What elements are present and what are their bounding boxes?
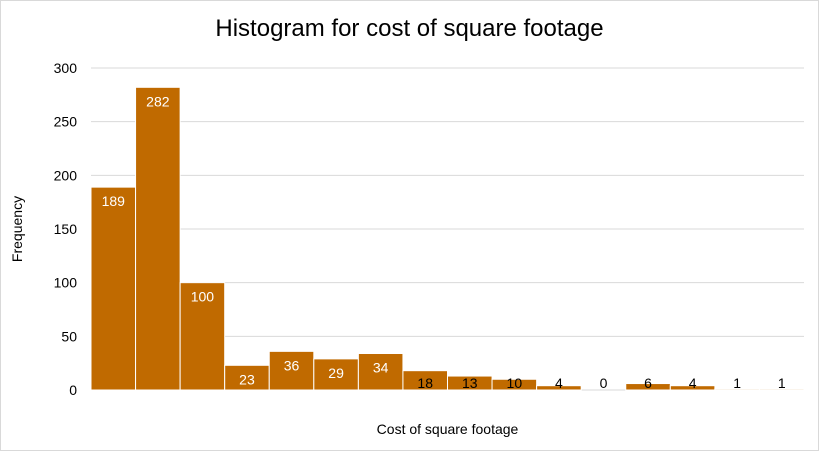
y-tick-label: 250 xyxy=(54,114,78,130)
histogram-bar xyxy=(90,186,137,391)
bar-data-label: 1 xyxy=(733,375,741,391)
bar-data-label: 36 xyxy=(284,357,300,373)
chart-title: Histogram for cost of square footage xyxy=(215,15,604,42)
bar-data-label: 100 xyxy=(191,289,215,305)
histogram-bar xyxy=(758,388,805,391)
bar-data-label: 1 xyxy=(778,375,786,391)
bar-data-label: 282 xyxy=(146,93,170,109)
histogram-bar xyxy=(536,385,582,391)
bar-data-label: 4 xyxy=(689,375,697,391)
histogram-bar xyxy=(669,385,716,391)
y-tick-label: 100 xyxy=(54,275,78,291)
y-tick-label: 200 xyxy=(54,167,78,183)
histogram-bar xyxy=(491,378,538,391)
y-tick-label: 0 xyxy=(69,382,77,398)
bar-data-label: 34 xyxy=(373,360,389,376)
histogram-bar xyxy=(179,282,226,391)
bar-data-label: 6 xyxy=(644,375,652,391)
y-tick-label: 150 xyxy=(54,221,78,237)
histogram-bar xyxy=(135,86,181,391)
histogram-bar xyxy=(313,358,359,391)
y-tick-label: 300 xyxy=(54,60,78,76)
bar-data-label: 0 xyxy=(600,375,608,391)
bar-data-label: 10 xyxy=(507,375,523,391)
bar-data-label: 189 xyxy=(102,193,126,209)
bar-data-label: 18 xyxy=(417,375,433,391)
bar-data-label: 29 xyxy=(328,365,344,381)
x-axis-label: Cost of square footage xyxy=(376,421,519,437)
y-tick-label: 50 xyxy=(61,328,77,344)
histogram-bar xyxy=(268,350,315,391)
bar-data-label: 23 xyxy=(239,371,255,387)
bar-data-label: 13 xyxy=(462,375,478,391)
bar-data-label: 4 xyxy=(555,375,563,391)
histogram-bar xyxy=(224,364,270,391)
